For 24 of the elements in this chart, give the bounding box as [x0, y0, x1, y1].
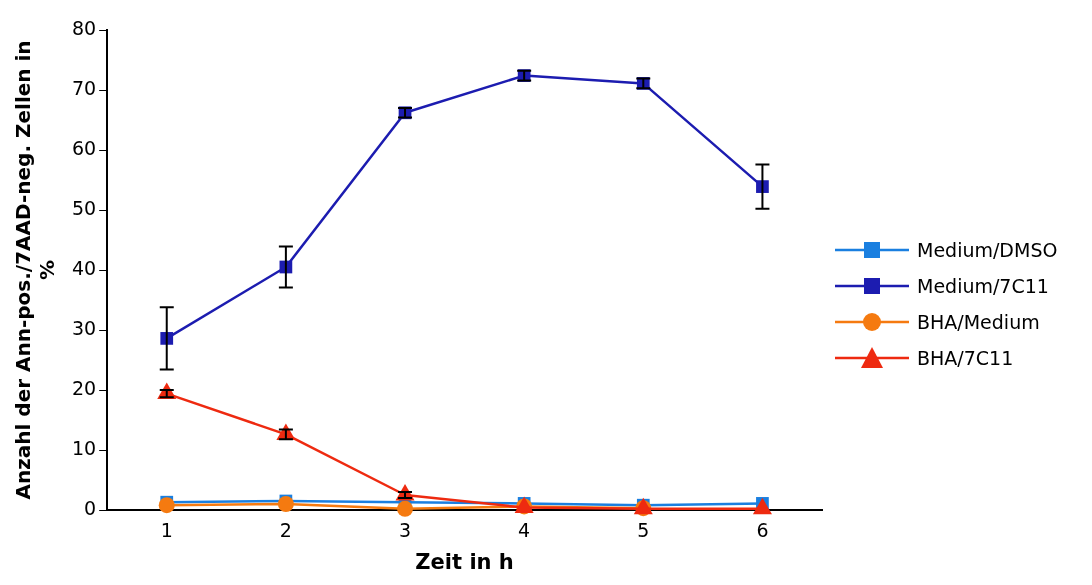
y-tick-label: 30: [71, 316, 97, 339]
x-axis-title: Zeit in h: [415, 549, 514, 574]
x-tick-label: 6: [756, 519, 769, 542]
y-tick-label: 70: [71, 76, 97, 99]
point: [277, 496, 294, 512]
legend-label: Medium/DMSO: [917, 239, 1058, 261]
y-tick-label: 0: [84, 496, 97, 519]
y-tick-label: 60: [71, 136, 97, 159]
x-tick-label: 4: [518, 519, 531, 542]
y-axis-title: Anzahl der Ann-pos./7AAD-neg. Zellen in %: [11, 40, 60, 500]
legend-label: BHA/Medium: [917, 311, 1040, 333]
x-tick-label: 1: [160, 519, 173, 542]
y-tick-label: 40: [71, 256, 97, 279]
x-tick-label: 3: [398, 519, 412, 542]
point: [158, 497, 175, 514]
y-tick-label: 10: [71, 436, 97, 459]
y-tick-label: 50: [71, 196, 97, 219]
legend-label: Medium/7C11: [917, 275, 1049, 297]
point: [397, 500, 414, 517]
y-tick-label: 20: [71, 376, 97, 399]
y-tick-label: 80: [71, 16, 97, 39]
legend-label: BHA/7C11: [917, 347, 1014, 369]
x-tick-label: 2: [279, 519, 292, 542]
x-tick-label: 5: [637, 519, 650, 542]
